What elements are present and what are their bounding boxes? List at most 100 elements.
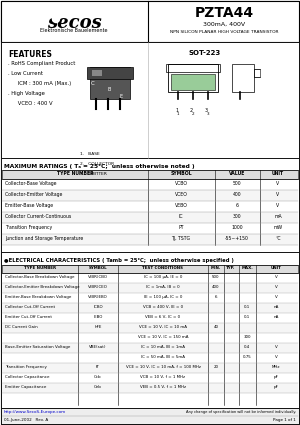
Text: 0.75: 0.75 xyxy=(243,355,251,359)
Bar xyxy=(1,408,299,424)
Text: V: V xyxy=(276,181,280,186)
Text: 300: 300 xyxy=(243,335,251,339)
Text: Emitter-Base Voltage: Emitter-Base Voltage xyxy=(5,203,53,208)
Text: TYPE NUMBER: TYPE NUMBER xyxy=(24,266,56,270)
Bar xyxy=(87,67,133,79)
Text: 2: 2 xyxy=(190,108,193,113)
Text: hFE: hFE xyxy=(94,325,102,329)
Text: UNIT: UNIT xyxy=(272,171,284,176)
Text: 400: 400 xyxy=(233,192,241,197)
Bar xyxy=(2,323,298,333)
Text: . High Voltage: . High Voltage xyxy=(8,91,45,96)
Bar xyxy=(2,303,298,313)
Bar xyxy=(166,64,220,72)
Text: -55~+150: -55~+150 xyxy=(225,236,249,241)
Bar xyxy=(1,1,299,42)
Text: MAX.: MAX. xyxy=(241,266,253,270)
Text: MHz: MHz xyxy=(272,365,280,369)
Bar xyxy=(90,67,130,99)
Text: Collector Cut-Off Current: Collector Cut-Off Current xyxy=(5,305,55,309)
Text: B: B xyxy=(108,87,111,92)
Text: VCB = 400 V, IE = 0: VCB = 400 V, IE = 0 xyxy=(143,305,183,309)
Bar xyxy=(2,234,298,245)
Text: PZTA44: PZTA44 xyxy=(194,6,254,20)
Bar xyxy=(92,70,102,76)
Text: PT: PT xyxy=(178,225,184,230)
Bar xyxy=(168,64,218,92)
Text: VCEO : 400 V: VCEO : 400 V xyxy=(8,101,52,106)
Text: 500: 500 xyxy=(233,181,241,186)
Text: V: V xyxy=(274,355,278,359)
Text: V(BR)CEO: V(BR)CEO xyxy=(88,285,108,289)
Text: IC: IC xyxy=(179,214,183,219)
Text: IC = 100 μA, IE = 0: IC = 100 μA, IE = 0 xyxy=(144,275,182,279)
Text: IC = 1mA, IB = 0: IC = 1mA, IB = 0 xyxy=(146,285,180,289)
Text: VCE = 10 V, IC = 10 mA, f = 100 MHz: VCE = 10 V, IC = 10 mA, f = 100 MHz xyxy=(125,365,200,369)
Text: 1000: 1000 xyxy=(231,225,243,230)
Text: mW: mW xyxy=(273,225,283,230)
Text: 2.   COLLECTOR: 2. COLLECTOR xyxy=(80,162,114,166)
Text: Collector-Emitter Breakdown Voltage: Collector-Emitter Breakdown Voltage xyxy=(5,285,80,289)
Text: 1: 1 xyxy=(177,112,179,116)
Text: mA: mA xyxy=(274,214,282,219)
Text: Transition Frequency: Transition Frequency xyxy=(5,365,47,369)
Bar xyxy=(1,158,299,252)
Text: Page 1 of 1: Page 1 of 1 xyxy=(273,418,296,422)
Bar xyxy=(2,190,298,201)
Text: IC = 50 mA, IB = 5mA: IC = 50 mA, IB = 5mA xyxy=(141,355,185,359)
Text: Base-Emitter Saturation Voltage: Base-Emitter Saturation Voltage xyxy=(5,345,70,349)
Text: 500: 500 xyxy=(212,275,220,279)
Text: fT: fT xyxy=(96,365,100,369)
Text: Emitter Cut-Off Current: Emitter Cut-Off Current xyxy=(5,315,52,319)
Text: 3.   EMITTER: 3. EMITTER xyxy=(80,172,107,176)
Text: nA: nA xyxy=(273,315,279,319)
Text: pF: pF xyxy=(274,375,278,379)
Text: Collector-Base Breakdown Voltage: Collector-Base Breakdown Voltage xyxy=(5,275,74,279)
Bar xyxy=(2,283,298,293)
Text: nA: nA xyxy=(273,305,279,309)
Text: TYPE NUMBER: TYPE NUMBER xyxy=(57,171,93,176)
Text: 0.4: 0.4 xyxy=(244,345,250,349)
Text: VBE(sat): VBE(sat) xyxy=(89,345,107,349)
Text: 20: 20 xyxy=(214,365,218,369)
Text: SYMBOL: SYMBOL xyxy=(89,266,107,270)
Text: Emitter Capacitance: Emitter Capacitance xyxy=(5,385,47,389)
Text: MIN.: MIN. xyxy=(211,266,221,270)
Bar xyxy=(2,363,298,373)
Text: 01-June-2002   Rev. A: 01-June-2002 Rev. A xyxy=(4,418,48,422)
Text: Ccb: Ccb xyxy=(94,375,102,379)
Text: 1.   BASE: 1. BASE xyxy=(80,152,100,156)
Text: E: E xyxy=(120,94,123,99)
Text: 3: 3 xyxy=(205,108,208,113)
Text: 3: 3 xyxy=(207,112,210,116)
Text: SOT-223: SOT-223 xyxy=(189,50,221,56)
Text: V: V xyxy=(274,345,278,349)
Text: 2: 2 xyxy=(192,112,195,116)
Text: V: V xyxy=(276,192,280,197)
Bar xyxy=(254,69,260,77)
Text: V: V xyxy=(274,285,278,289)
Text: http://www.SecoS-Europe.com: http://www.SecoS-Europe.com xyxy=(4,410,66,414)
Text: secos: secos xyxy=(46,14,101,32)
Text: Collector-Base Voltage: Collector-Base Voltage xyxy=(5,181,56,186)
Text: 6: 6 xyxy=(236,203,238,208)
Text: VEBO: VEBO xyxy=(175,203,188,208)
Text: ICBO: ICBO xyxy=(93,305,103,309)
Text: MAXIMUM RATINGS ( Tₐ = 25°C;  unless otherwise noted ): MAXIMUM RATINGS ( Tₐ = 25°C; unless othe… xyxy=(4,164,195,169)
Bar xyxy=(1,252,299,408)
Text: 1: 1 xyxy=(175,108,178,113)
Bar xyxy=(2,343,298,353)
Text: Any change of specification will not be informed individually.: Any change of specification will not be … xyxy=(186,410,296,414)
Text: . RoHS Compliant Product: . RoHS Compliant Product xyxy=(8,61,75,66)
Text: pF: pF xyxy=(274,385,278,389)
Text: 300mA, 400V: 300mA, 400V xyxy=(203,22,245,27)
Text: IC = 10 mA, IB = 1mA: IC = 10 mA, IB = 1mA xyxy=(141,345,185,349)
Text: TJ, TSTG: TJ, TSTG xyxy=(171,236,190,241)
Text: Collector Capacitance: Collector Capacitance xyxy=(5,375,50,379)
Text: IE = 100 μA, IC = 0: IE = 100 μA, IC = 0 xyxy=(144,295,182,299)
Text: V(BR)EBO: V(BR)EBO xyxy=(88,295,108,299)
Text: Elektronische Bauelemente: Elektronische Bauelemente xyxy=(40,28,108,33)
Text: 6: 6 xyxy=(215,295,217,299)
Text: . Low Current: . Low Current xyxy=(8,71,43,76)
Text: VCB = 10 V, f = 1 MHz: VCB = 10 V, f = 1 MHz xyxy=(140,375,186,379)
